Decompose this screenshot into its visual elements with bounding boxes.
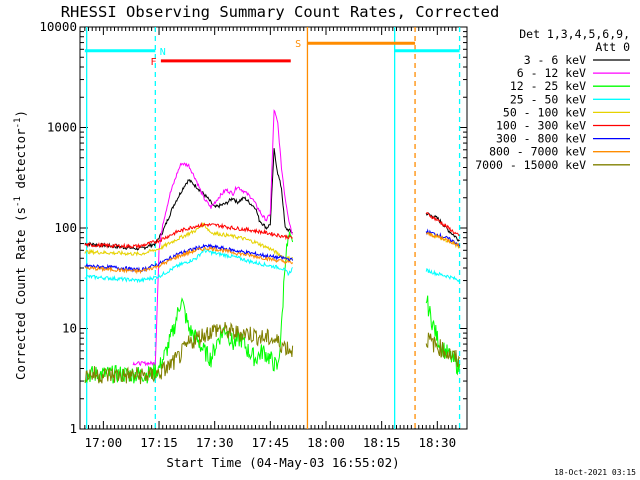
- y-axis-label-main: Corrected Count Rate (s: [13, 207, 28, 380]
- x-tick-label: 17:45: [252, 435, 290, 450]
- legend-header-line-1: Det 1,3,4,5,6,9,: [519, 27, 630, 41]
- chart-title: RHESSI Observing Summary Count Rates, Co…: [61, 3, 500, 21]
- series-line: [425, 267, 461, 283]
- y-tick-label: 100: [54, 220, 77, 235]
- series-line: [84, 248, 293, 284]
- series-line: [425, 295, 461, 376]
- y-tick-label: 10000: [39, 19, 77, 34]
- y-tick-label: 10: [62, 321, 77, 336]
- flag-label-s: S: [295, 39, 301, 50]
- x-tick-label: 17:00: [85, 435, 123, 450]
- x-tick-label: 18:30: [418, 435, 456, 450]
- x-tick-label: 18:00: [307, 435, 345, 450]
- x-axis-label: Start Time (04-May-03 16:55:02): [166, 455, 399, 470]
- timestamp: 18-Oct-2021 03:15: [554, 468, 636, 477]
- legend-label: 3 - 6 keV: [524, 53, 586, 67]
- x-tick-label: 17:30: [196, 435, 234, 450]
- series-line: [425, 332, 461, 368]
- x-tick-label: 17:15: [140, 435, 178, 450]
- y-tick-label: 1: [69, 421, 77, 436]
- y-tick-label: 1000: [47, 120, 77, 135]
- series-line: [84, 222, 294, 262]
- data-layer: [84, 27, 461, 429]
- y-axis-label-mid: detector: [13, 128, 28, 196]
- y-axis-label-end: ): [13, 110, 28, 118]
- series-line: [84, 321, 294, 385]
- legend-label: 12 - 25 keV: [510, 79, 586, 93]
- legend-label: 300 - 800 keV: [496, 132, 586, 146]
- plot-area: 1 10 100 1000 10000 17:00 17:15 17:30 17:45 18:00…: [39, 19, 468, 450]
- legend-label: 7000 - 15000 keV: [475, 158, 586, 172]
- legend-label: 50 - 100 keV: [503, 105, 586, 119]
- x-tick-label: 18:15: [363, 435, 401, 450]
- flag-label-f: F: [150, 57, 156, 68]
- legend-label: 6 - 12 keV: [517, 66, 586, 80]
- series-line: [425, 231, 460, 248]
- legend-label: 800 - 7000 keV: [489, 145, 586, 159]
- legend-label: 100 - 300 keV: [496, 119, 586, 133]
- y-axis-label: Corrected Count Rate (s-1 detector-1): [13, 110, 28, 380]
- series-line: [84, 246, 294, 275]
- y-axis-label-sup1: -1: [13, 196, 23, 207]
- series-line: [132, 109, 293, 367]
- series-line: [425, 212, 460, 237]
- flag-label-n: N: [160, 47, 166, 58]
- series-line: [84, 222, 293, 250]
- y-axis-label-sup2: -1: [13, 118, 23, 129]
- legend-header-line-2: Att 0: [595, 40, 630, 54]
- series-line: [84, 243, 294, 273]
- legend-label: 25 - 50 keV: [510, 92, 586, 106]
